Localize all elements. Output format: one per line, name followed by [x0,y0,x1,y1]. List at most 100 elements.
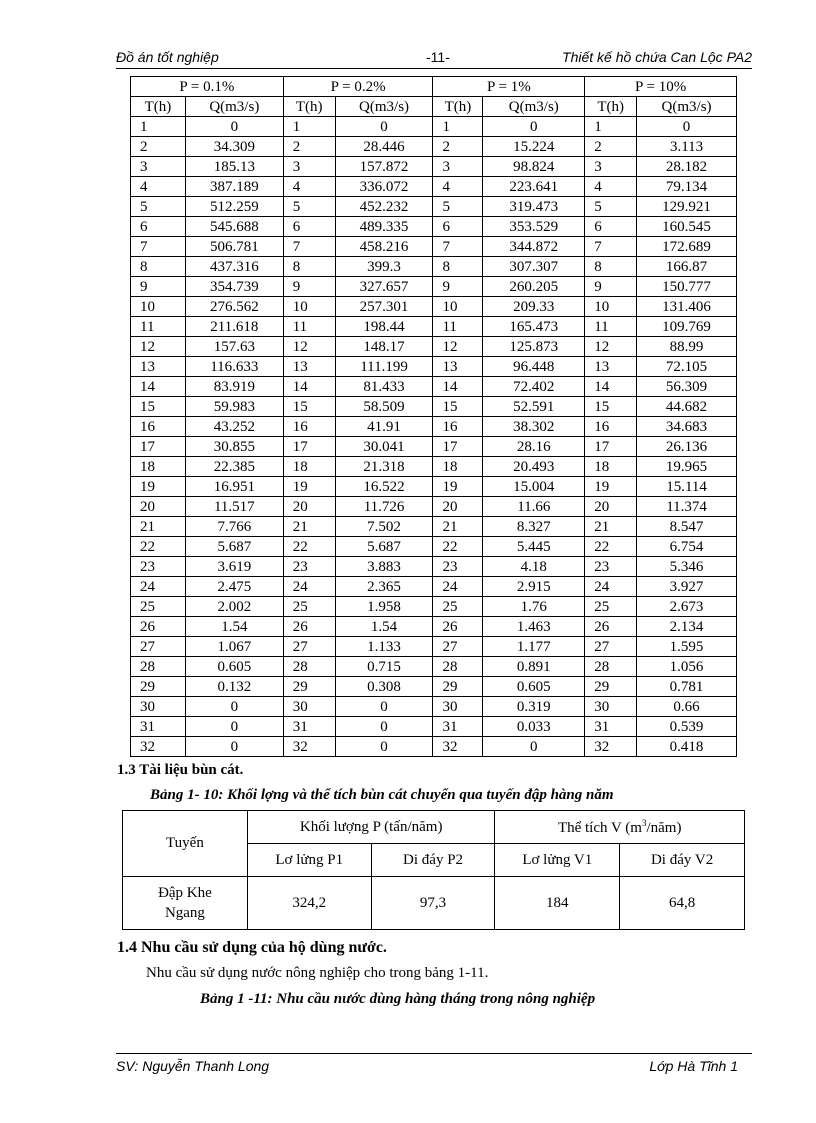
cell-discharge: 2.002 [184,596,284,617]
cell-discharge: 0.539 [636,716,737,737]
cell-discharge: 223.641 [482,176,586,197]
page-number: -11- [426,49,450,65]
cell-discharge: 6.754 [636,536,737,557]
cell-hour: 29 [282,676,336,697]
cell-discharge: 0 [184,716,284,737]
cell-hour: 26 [584,616,638,637]
cell-discharge: 512.259 [184,196,284,217]
table-row: 21 7.766 21 7.502 21 8.327 21 8.547 [130,516,737,537]
group-header: P = 10% [584,76,737,97]
cell-hour: 20 [130,496,186,517]
cell-hour: 6 [584,216,638,237]
cell-discharge: 26.136 [636,436,737,457]
cell-discharge: 1.177 [482,636,586,657]
paragraph: Nhu cầu sử dụng nước nông nghiệp cho tro… [146,965,489,981]
cell-hour: 25 [432,596,484,617]
footer-left: SV: Nguyễn Thanh Long [116,1058,270,1074]
cell-discharge: 0.715 [334,656,434,677]
cell-hour: 10 [584,296,638,317]
cell-discharge: 319.473 [482,196,586,217]
cell-hour: 8 [432,256,484,277]
cell-hour: 9 [432,276,484,297]
cell-discharge: 28.446 [334,136,434,157]
header-volume: Thể tích V (m3/năm) [494,810,745,844]
cell-discharge: 5.687 [334,536,434,557]
cell-discharge: 22.385 [184,456,284,477]
cell-discharge: 353.529 [482,216,586,237]
table-row: 16 43.252 16 41.91 16 38.302 16 34.683 [130,416,737,437]
header-q: Q(m3/s) [636,96,737,117]
cell-hour: 16 [432,416,484,437]
cell-discharge: 1.958 [334,596,434,617]
cell-discharge: 8.327 [482,516,586,537]
cell-discharge: 0.605 [482,676,586,697]
cell-discharge: 257.301 [334,296,434,317]
cell-discharge: 56.309 [636,376,737,397]
cell-discharge: 16.951 [184,476,284,497]
cell-hour: 21 [282,516,336,537]
cell-hour: 7 [432,236,484,257]
sediment-table: Tuyến Khối lượng P (tấn/năm) Thể tích V … [122,810,745,930]
cell-hour: 13 [130,356,186,377]
cell-hour: 12 [584,336,638,357]
cell-hour: 21 [584,516,638,537]
cell-hour: 13 [282,356,336,377]
cell-discharge: 336.072 [334,176,434,197]
cell-discharge: 0 [334,696,434,717]
cell-hour: 26 [432,616,484,637]
header-left: Đồ án tốt nghiệp [116,49,219,65]
cell-hour: 12 [282,336,336,357]
cell-discharge: 15.224 [482,136,586,157]
page-footer: SV: Nguyễn Thanh Long Lớp Hà Tĩnh 1 [116,1053,752,1076]
cell-discharge: 2.365 [334,576,434,597]
cell-hour: 5 [282,196,336,217]
cell-hour: 16 [282,416,336,437]
cell-hour: 4 [130,176,186,197]
cell-hour: 11 [282,316,336,337]
cell-hour: 30 [130,696,186,717]
cell-discharge: 44.682 [636,396,737,417]
cell-discharge: 98.824 [482,156,586,177]
cell-discharge: 28.16 [482,436,586,457]
cell-discharge: 399.3 [334,256,434,277]
cell-discharge: 59.983 [184,396,284,417]
cell-discharge: 116.633 [184,356,284,377]
group-header-row: P = 0.1% P = 0.2% P = 1% P = 10% [130,76,737,97]
cell-hour: 27 [432,636,484,657]
cell-discharge: 209.33 [482,296,586,317]
cell-discharge: 307.307 [482,256,586,277]
cell-discharge: 81.433 [334,376,434,397]
cell-hour: 10 [130,296,186,317]
cell-discharge: 5.687 [184,536,284,557]
table-row: 12 157.63 12 148.17 12 125.873 12 88.99 [130,336,737,357]
cell-discharge: 5.445 [482,536,586,557]
cell-discharge: 1.056 [636,656,737,677]
cell-discharge: 15.114 [636,476,737,497]
subheader: Di đáy V2 [619,843,745,877]
cell-hour: 11 [432,316,484,337]
cell-hour: 22 [130,536,186,557]
table-row: 7 506.781 7 458.216 7 344.872 7 172.689 [130,236,737,257]
cell-hour: 32 [130,736,186,757]
cell-hour: 8 [130,256,186,277]
cell-discharge: 11.66 [482,496,586,517]
cell-discharge: 327.657 [334,276,434,297]
cell-discharge: 19.965 [636,456,737,477]
route-name: Đập Khe Ngang [122,876,248,930]
cell-discharge: 0.605 [184,656,284,677]
cell-hour: 28 [584,656,638,677]
cell-hour: 19 [282,476,336,497]
cell-hour: 1 [130,116,186,137]
table-row: 10 276.562 10 257.301 10 209.33 10 131.406 [130,296,737,317]
cell-hour: 15 [130,396,186,417]
cell-hour: 22 [432,536,484,557]
cell-hour: 1 [584,116,638,137]
cell-discharge: 72.105 [636,356,737,377]
cell-hour: 30 [584,696,638,717]
cell-discharge: 211.618 [184,316,284,337]
cell-discharge: 15.004 [482,476,586,497]
cell-hour: 19 [432,476,484,497]
cell-value: 97,3 [370,876,496,930]
cell-hour: 23 [130,556,186,577]
